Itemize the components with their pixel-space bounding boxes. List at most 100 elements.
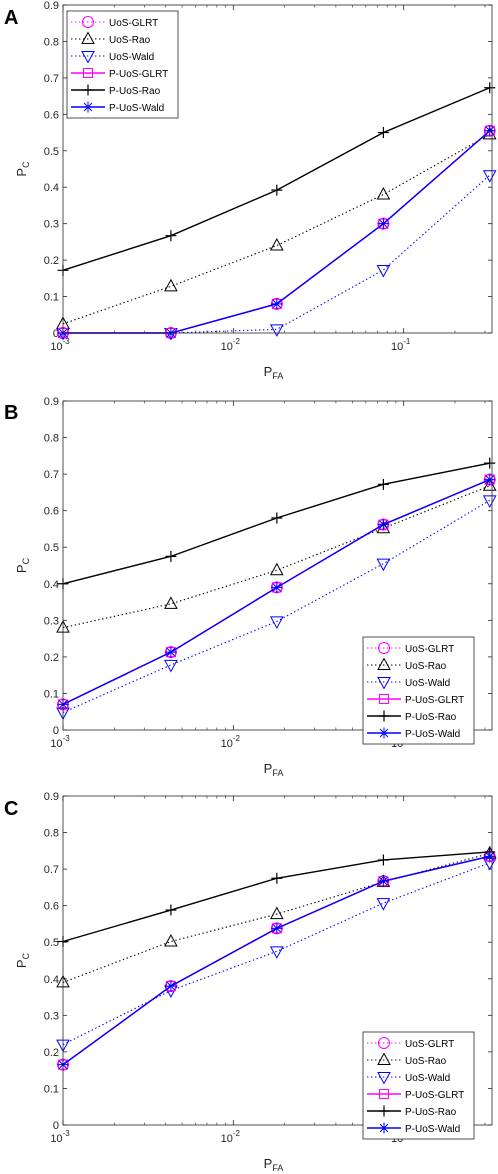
data-point [271,581,283,593]
y-tick-label: 0 [53,725,59,737]
legend-box [362,1031,475,1140]
legend-marker [377,657,391,670]
data-point [271,922,283,934]
data-point [482,170,497,183]
panel-label: A [4,7,18,29]
y-tick-label: 0.5 [44,146,59,158]
legend-label: P-UoS-Wald [405,729,460,740]
x-tick-label: 10-2 [221,1129,241,1145]
data-point [377,218,389,230]
y-tick-label: 0.3 [44,219,59,231]
legend-marker [377,1072,391,1085]
y-tick-label: 0.2 [44,255,59,267]
data-point [269,616,284,629]
y-tick-label: 0.9 [44,0,59,12]
x-tick-base: 10 [221,1133,233,1145]
x-axis-label-sub: FA [272,371,283,381]
y-tick-label: 0.7 [44,469,59,481]
data-point [376,558,391,572]
data-point [271,512,283,524]
data-point [164,933,178,947]
legend-marker [378,1122,390,1134]
legend-item: P-UoS-GLRT [71,68,168,80]
data-point [164,278,178,292]
y-tick-label: 0.3 [44,615,59,627]
y-tick-label: 0.6 [44,506,59,518]
data-point [269,324,284,337]
legend-marker [82,101,94,113]
y-tick-label: 0.2 [44,1047,59,1059]
legend-marker [378,727,390,739]
y-tick-label: 0 [53,1120,59,1132]
y-tick-label: 0.4 [44,974,59,986]
data-point [484,125,496,137]
x-tick-exponent: -3 [63,337,71,346]
y-tick-label: 0.7 [44,864,59,876]
legend: UoS-GLRT UoS-Rao UoS-Wald P-UoS-GLRT P-UoS-R… [362,1031,475,1140]
legend-item: P-UoS-GLRT [367,694,464,706]
x-axis-label-main: P [264,761,273,776]
x-tick-exponent: -2 [233,1129,241,1138]
y-tick-label: 0.8 [44,828,59,840]
legend-label: P-UoS-GLRT [109,69,168,80]
legend-marker [379,694,389,704]
legend-item: P-UoS-Wald [367,1122,460,1135]
x-tick-label: 10-1 [391,337,411,353]
legend-item: UoS-Wald [367,677,450,690]
y-axis-label: PC [14,952,31,968]
x-axis-label-main: P [264,364,273,379]
data-point [165,230,177,242]
data-point [377,519,389,531]
y-tick-label: 0.6 [44,901,59,913]
legend-item: UoS-Wald [367,1072,450,1085]
legend-label: UoS-GLRT [109,18,158,29]
legend-label: P-UoS-GLRT [405,695,464,706]
x-tick-label: 10-3 [50,337,70,353]
y-tick-label: 0.1 [44,292,59,304]
y-axis-label: PC [14,161,31,177]
data-point [269,562,284,576]
legend-marker [378,642,390,654]
legend-item: P-UoS-Rao [367,710,457,723]
data-point [165,550,177,562]
data-point [482,495,497,508]
axes-box [62,400,493,731]
legend-marker [81,51,95,64]
data-point [376,186,391,200]
chart-panel-b: B00.10.20.30.40.50.60.70.80.910-310-210-… [4,396,497,778]
legend-item: UoS-Rao [71,31,151,46]
y-tick-label: 0.3 [44,1010,59,1022]
legend-box [66,10,179,119]
data-point [377,478,389,490]
data-point [165,904,177,916]
legend-marker [378,1037,390,1049]
legend-label: UoS-GLRT [405,644,454,655]
data-point [269,237,284,251]
x-tick-base: 10 [50,341,62,353]
legend-label: P-UoS-GLRT [405,1090,464,1101]
data-point [271,298,283,310]
x-tick-base: 10 [391,341,403,353]
panel-label: B [4,402,18,424]
legend-box [362,636,475,745]
legend-marker [378,1105,390,1117]
data-point [377,875,389,887]
y-tick-label: 0.1 [44,1083,59,1095]
data-point [271,184,283,196]
data-point [482,478,497,491]
y-axis-label: PC [14,557,31,573]
legend-item: UoS-GLRT [71,16,158,29]
x-tick-base: 10 [221,341,233,353]
data-point [376,898,391,911]
data-point [484,457,496,469]
x-axis-label-sub: FA [272,1163,283,1173]
legend-label: P-UoS-Rao [405,1107,457,1118]
series-line [62,862,490,1046]
x-tick-base: 10 [221,738,233,750]
x-tick-label: 10-3 [50,734,70,750]
legend-item: P-UoS-Rao [367,1105,457,1118]
legend-label: P-UoS-Wald [405,1124,460,1135]
legend-marker [378,710,390,722]
y-tick-label: 0.9 [44,791,59,803]
